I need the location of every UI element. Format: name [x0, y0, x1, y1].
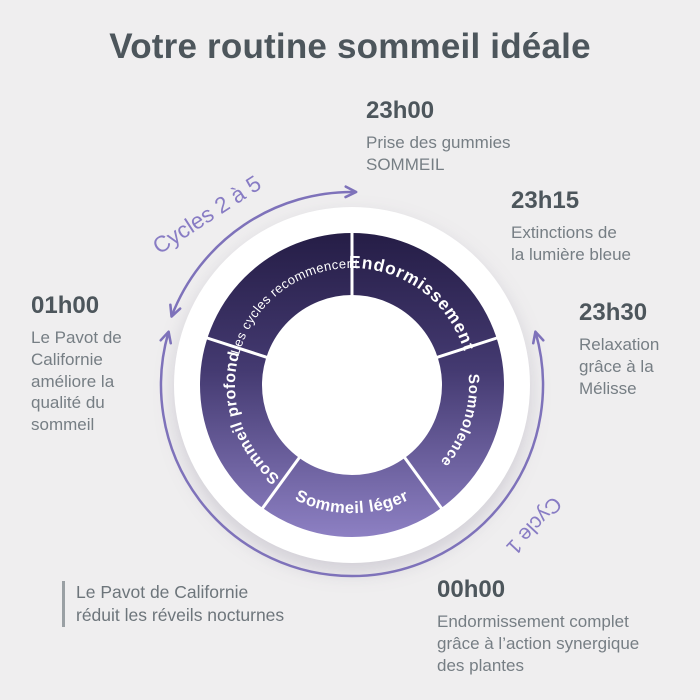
- time-label: 00h00: [437, 576, 506, 603]
- time-description: Le Pavot de Californie améliore la quali…: [31, 328, 122, 434]
- time-block-23h15: 23h15 Extinctions de la lumière bleue: [511, 187, 631, 266]
- time-label: 23h30: [579, 299, 648, 326]
- segment-divider: [402, 455, 444, 511]
- time-block-23h00: 23h00 Prise des gummies SOMMEIL: [366, 97, 511, 176]
- segment-divider: [260, 455, 302, 511]
- time-block-01h00: 01h00 Le Pavot de Californie améliore la…: [31, 292, 122, 436]
- cycle-1-arrow: [159, 330, 545, 578]
- page-title: Votre routine sommeil idéale: [109, 27, 591, 66]
- time-block-23h30: 23h30 Relaxation grâce à la Mélisse: [579, 299, 659, 399]
- time-label: 01h00: [31, 292, 100, 319]
- time-description: Endormissement complet grâce à l’action …: [437, 612, 640, 675]
- time-label: 23h00: [366, 97, 435, 124]
- time-block-00h00: 00h00 Endormissement complet grâce à l’a…: [437, 576, 639, 676]
- time-label: 23h15: [511, 187, 580, 214]
- time-description: Relaxation grâce à la Mélisse: [579, 335, 660, 398]
- note-pavot-reveils: Le Pavot de Californie réduit les réveil…: [62, 581, 284, 627]
- time-description: Extinctions de la lumière bleue: [511, 223, 632, 264]
- time-description: Prise des gummies SOMMEIL: [366, 133, 511, 174]
- cycle-1-label: Cycle 1: [501, 492, 566, 559]
- cycles-2-5-arrow: [169, 185, 358, 318]
